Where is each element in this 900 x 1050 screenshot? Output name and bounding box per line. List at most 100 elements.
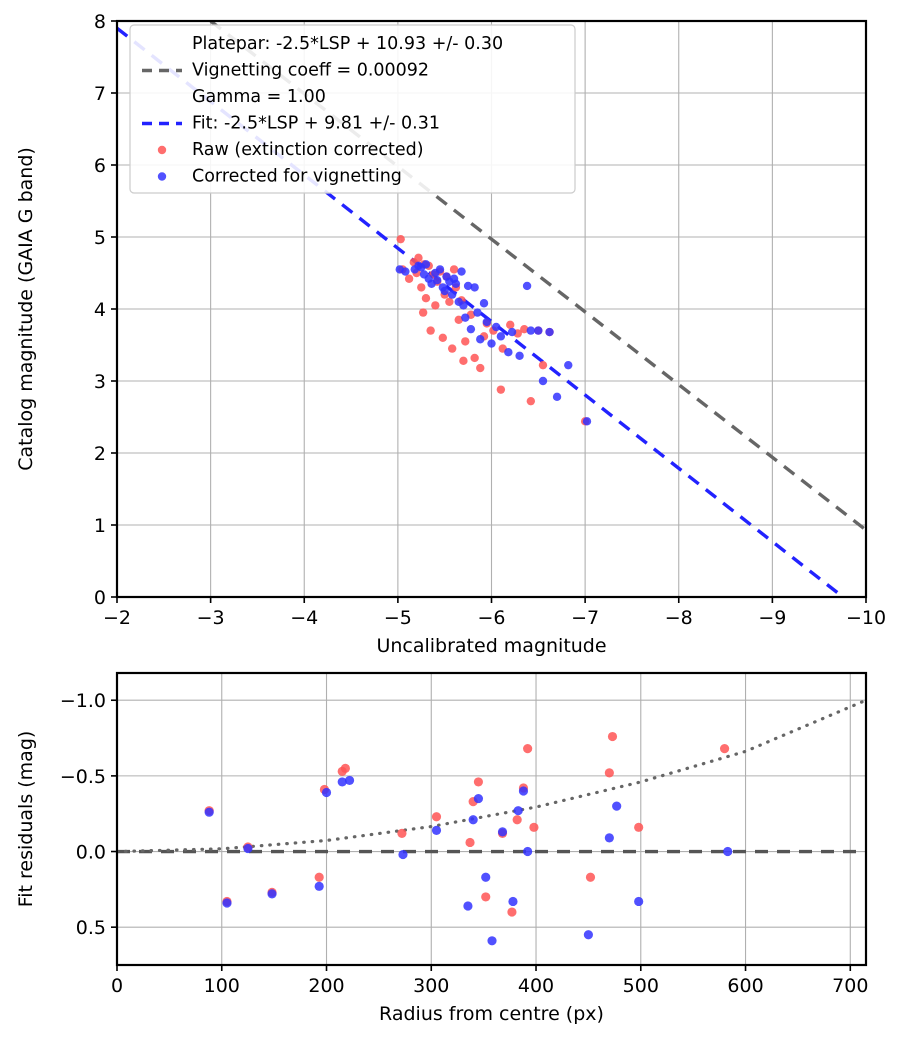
ytick-label: 5 xyxy=(94,227,106,249)
xtick-label: 500 xyxy=(623,975,659,997)
data-point xyxy=(426,326,435,335)
ytick-label: 4 xyxy=(94,299,106,321)
data-point xyxy=(529,822,539,832)
data-point xyxy=(396,234,405,244)
data-point xyxy=(634,822,644,832)
data-point xyxy=(512,815,522,825)
ytick-label: 0.5 xyxy=(76,917,106,939)
data-point xyxy=(451,279,461,288)
data-point xyxy=(723,846,733,857)
data-point xyxy=(634,896,644,907)
data-point xyxy=(445,297,454,306)
data-point xyxy=(719,744,730,754)
data-point xyxy=(431,812,442,822)
data-point xyxy=(482,317,492,327)
data-point xyxy=(607,731,618,742)
data-point xyxy=(612,801,622,811)
data-point xyxy=(459,301,468,310)
data-point xyxy=(466,324,476,334)
data-point xyxy=(243,843,253,854)
legend-entry[interactable]: Corrected for vignetting xyxy=(157,167,402,187)
data-point xyxy=(513,806,523,816)
data-point xyxy=(523,846,533,857)
legend-label: Vignetting coeff = 0.00092 xyxy=(192,61,429,81)
data-point xyxy=(473,308,482,317)
data-point xyxy=(468,815,478,825)
plot-background xyxy=(117,673,866,965)
data-point xyxy=(463,901,473,911)
ytick-label: 3 xyxy=(94,371,106,393)
legend-label: Corrected for vignetting xyxy=(192,167,402,187)
xtick-label: −10 xyxy=(846,607,886,629)
legend-label: Gamma = 1.00 xyxy=(192,87,326,107)
data-point xyxy=(204,807,214,817)
data-point xyxy=(337,777,347,787)
xtick-label: 700 xyxy=(832,975,868,997)
data-point xyxy=(470,353,479,363)
data-point xyxy=(461,313,470,322)
data-point xyxy=(398,849,408,860)
data-point xyxy=(491,322,501,332)
data-point xyxy=(459,356,468,366)
xtick-label: 400 xyxy=(518,975,554,997)
data-point xyxy=(449,265,459,274)
data-point xyxy=(470,283,479,292)
data-point xyxy=(520,324,529,334)
data-point xyxy=(344,775,355,786)
data-point xyxy=(340,763,350,773)
xtick-label: 300 xyxy=(413,975,449,997)
xtick-label: −9 xyxy=(758,607,786,629)
legend-entry[interactable]: Vignetting coeff = 0.00092 xyxy=(142,61,429,81)
ytick-label: −1.0 xyxy=(60,690,106,712)
data-point xyxy=(507,907,517,917)
data-point xyxy=(473,793,484,804)
data-point xyxy=(522,281,532,291)
xtick-label: 100 xyxy=(204,975,240,997)
data-point xyxy=(461,337,470,346)
legend-dot-red-icon xyxy=(157,145,167,155)
data-point xyxy=(552,392,562,402)
legend-entry[interactable]: Platepar: -2.5*LSP + 10.93 +/- 0.30 xyxy=(192,34,503,54)
ytick-label: 0 xyxy=(94,587,106,609)
data-point xyxy=(582,417,592,426)
data-point xyxy=(487,339,496,348)
y-axis-title: Fit residuals (mag) xyxy=(15,731,37,908)
plot-content xyxy=(117,698,866,946)
xtick-label: −8 xyxy=(665,607,693,629)
data-point xyxy=(476,335,485,344)
data-point xyxy=(457,267,466,276)
data-point xyxy=(463,281,473,291)
data-point xyxy=(507,327,517,337)
legend-label: Fit: -2.5*LSP + 9.81 +/- 0.31 xyxy=(192,114,440,134)
data-point xyxy=(314,881,324,891)
data-point xyxy=(515,351,524,360)
xtick-label: −4 xyxy=(290,607,318,629)
data-point xyxy=(401,267,410,276)
data-point xyxy=(476,363,485,373)
xtick-label: −3 xyxy=(197,607,225,629)
data-point xyxy=(506,320,515,330)
legend-label: Raw (extinction corrected) xyxy=(192,140,424,160)
axes-fit-residuals: 0 100 200 300 400 500 600 700 0.5 0.0 −0.5 −1.0 Radi… xyxy=(15,671,868,1025)
xtick-label: −7 xyxy=(571,607,599,629)
data-point xyxy=(545,327,554,337)
data-point xyxy=(421,260,431,269)
legend-entry[interactable]: Raw (extinction corrected) xyxy=(157,140,424,160)
data-point xyxy=(497,827,508,837)
data-point xyxy=(487,936,497,946)
data-point xyxy=(431,301,440,310)
data-point xyxy=(583,930,594,940)
x-axis-title: Radius from centre (px) xyxy=(379,1003,604,1025)
legend-entry[interactable]: Fit: -2.5*LSP + 9.81 +/- 0.31 xyxy=(142,114,440,134)
data-point xyxy=(518,786,529,796)
xtick-label: −6 xyxy=(477,607,505,629)
legend-entry[interactable]: Gamma = 1.00 xyxy=(192,87,326,107)
data-point xyxy=(473,777,484,787)
legend-box xyxy=(129,24,576,194)
data-point xyxy=(421,294,431,303)
data-point xyxy=(433,276,442,285)
data-point xyxy=(526,326,536,335)
data-point xyxy=(604,833,614,843)
